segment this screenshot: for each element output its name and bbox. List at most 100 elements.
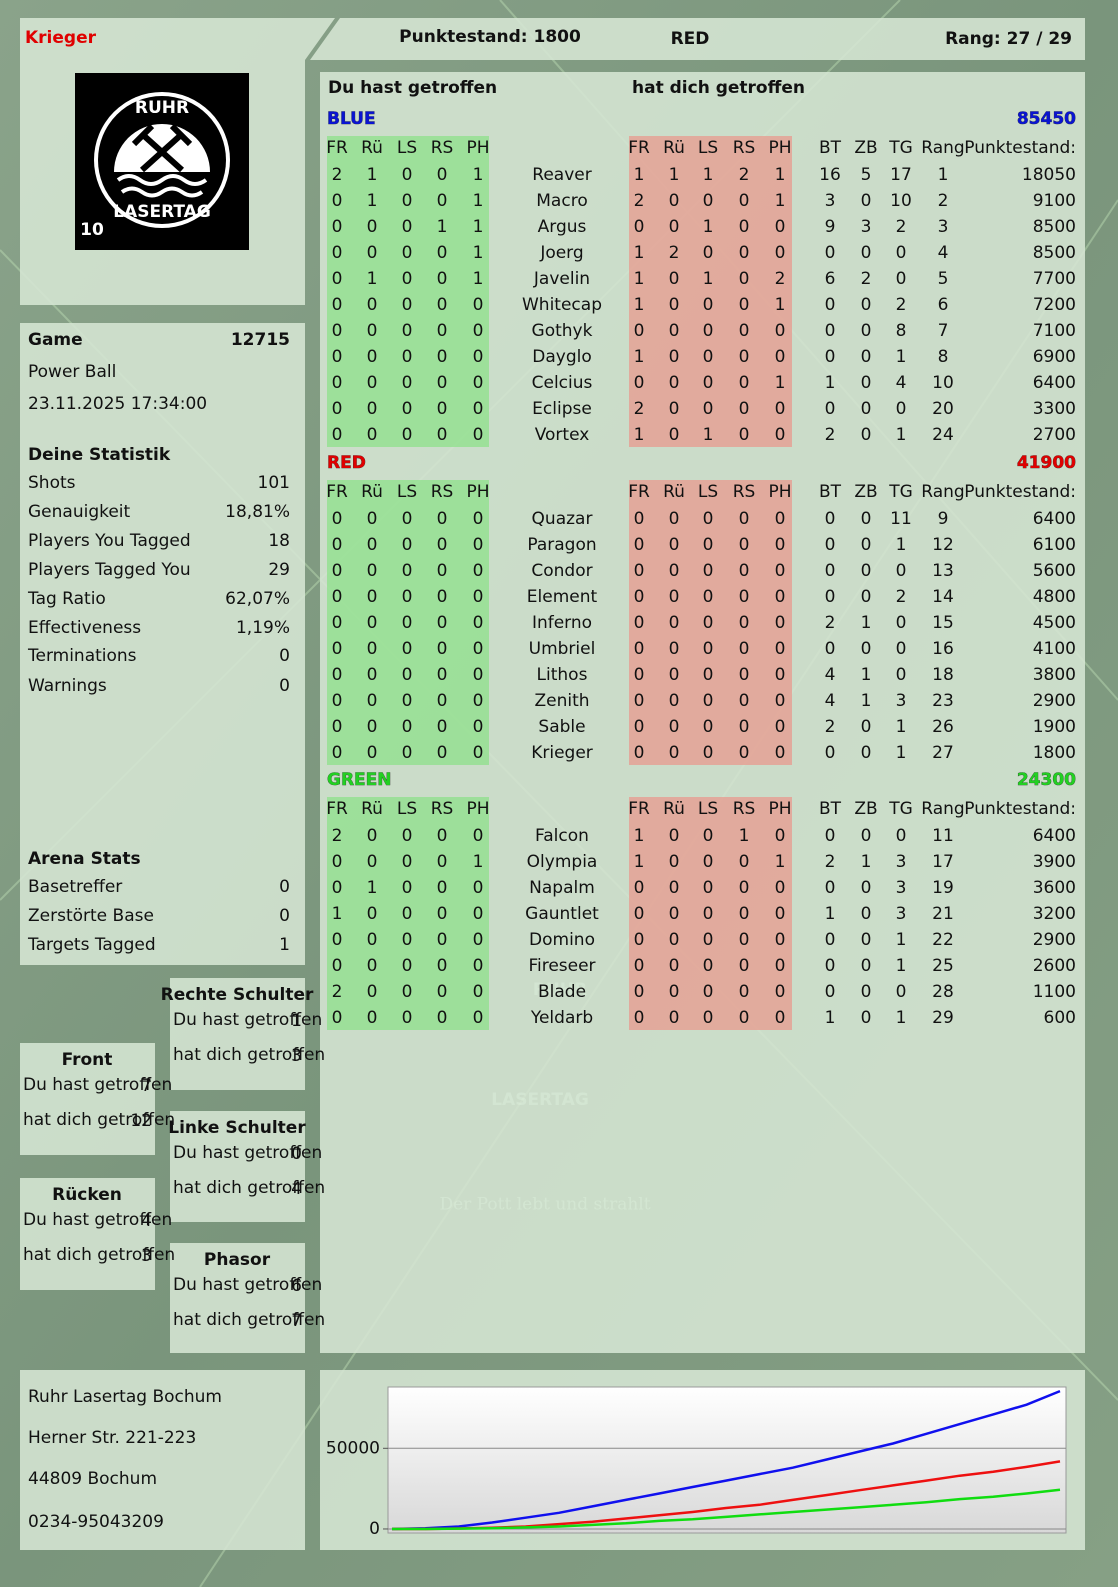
zone-value: 7 xyxy=(141,1076,152,1096)
cell: 0 xyxy=(402,347,413,367)
cell: 0 xyxy=(669,373,680,393)
zone-label: hat dich getroffen xyxy=(23,1110,175,1130)
cell: 0 xyxy=(669,639,680,659)
team-score: 85450 xyxy=(1017,109,1076,129)
cell: 0 xyxy=(402,743,413,763)
cell: 2 xyxy=(825,717,836,737)
cell: 1 xyxy=(775,191,786,211)
cell: 0 xyxy=(332,295,343,315)
player-name: Umbriel xyxy=(529,639,596,659)
cell: 0 xyxy=(739,743,750,763)
cell: 0 xyxy=(775,347,786,367)
column-header: PH xyxy=(466,138,489,158)
cell: 10 xyxy=(932,373,954,393)
cell: 11 xyxy=(932,826,954,846)
cell: 0 xyxy=(775,982,786,1002)
logo xyxy=(75,73,249,250)
cell: 0 xyxy=(437,878,448,898)
cell: 0 xyxy=(739,217,750,237)
stat-value: 101 xyxy=(258,473,290,493)
cell: 0 xyxy=(367,743,378,763)
cell: 1 xyxy=(775,373,786,393)
game-date: 23.11.2025 17:34:00 xyxy=(28,394,207,414)
cell: 0 xyxy=(367,399,378,419)
stat-value: 18,81% xyxy=(225,502,290,522)
cell: 0 xyxy=(634,930,645,950)
cell: 0 xyxy=(896,399,907,419)
cell: 0 xyxy=(437,587,448,607)
cell: 9100 xyxy=(1033,191,1076,211)
player-name: Condor xyxy=(531,561,592,581)
cell: 0 xyxy=(367,295,378,315)
cell: 0 xyxy=(861,321,872,341)
cell: 0 xyxy=(437,1008,448,1028)
cell: 0 xyxy=(634,535,645,555)
cell: 0 xyxy=(703,691,714,711)
cell: 0 xyxy=(669,904,680,924)
cell: 0 xyxy=(775,878,786,898)
cell: 0 xyxy=(775,535,786,555)
address-line: Ruhr Lasertag Bochum xyxy=(28,1387,222,1407)
player-name: Fireseer xyxy=(528,956,595,976)
cell: 0 xyxy=(739,243,750,263)
cell: 0 xyxy=(402,217,413,237)
column-header: Rü xyxy=(663,799,685,819)
cell: 0 xyxy=(332,665,343,685)
zone-value: 7 xyxy=(291,1311,302,1331)
cell: 5 xyxy=(861,165,872,185)
cell: 1 xyxy=(634,347,645,367)
cell: 0 xyxy=(896,665,907,685)
cell: 0 xyxy=(896,982,907,1002)
column-header: ZB xyxy=(854,799,877,819)
cell: 0 xyxy=(473,982,484,1002)
zone-label: Du hast getroffen xyxy=(23,1075,172,1095)
cell: 8 xyxy=(896,321,907,341)
cell: 0 xyxy=(634,587,645,607)
cell: 0 xyxy=(367,509,378,529)
section-title: Deine Statistik xyxy=(28,445,171,465)
player-name: Javelin xyxy=(533,269,590,289)
cell: 0 xyxy=(437,982,448,1002)
zone-label: hat dich getroffen xyxy=(173,1178,325,1198)
cell: 0 xyxy=(775,956,786,976)
cell: 1 xyxy=(703,425,714,445)
cell: 0 xyxy=(332,691,343,711)
zone-label: Du hast getroffen xyxy=(173,1143,322,1163)
cell: 0 xyxy=(775,587,786,607)
cell: 0 xyxy=(775,930,786,950)
cell: 0 xyxy=(437,691,448,711)
cell: 0 xyxy=(402,904,413,924)
cell: 0 xyxy=(669,717,680,737)
cell: 4500 xyxy=(1033,613,1076,633)
cell: 1 xyxy=(634,295,645,315)
cell: 0 xyxy=(402,639,413,659)
column-header: Rang xyxy=(921,138,964,158)
hit-background xyxy=(629,797,792,1030)
cell: 3 xyxy=(896,904,907,924)
player-name: Zenith xyxy=(534,691,589,711)
cell: 0 xyxy=(332,243,343,263)
zone-box xyxy=(20,1043,155,1155)
cell: 0 xyxy=(825,982,836,1002)
cell: 0 xyxy=(669,191,680,211)
cell: 0 xyxy=(861,930,872,950)
zone-value: 6 xyxy=(291,1276,302,1296)
cell: 0 xyxy=(367,347,378,367)
cell: 0 xyxy=(402,956,413,976)
cell: 0 xyxy=(775,509,786,529)
cell: 0 xyxy=(367,717,378,737)
cell: 0 xyxy=(473,878,484,898)
cell: 0 xyxy=(825,587,836,607)
cell: 0 xyxy=(861,639,872,659)
cell: 0 xyxy=(473,399,484,419)
cell: 0 xyxy=(367,587,378,607)
y-tick-label: 0 xyxy=(369,1519,380,1539)
cell: 23 xyxy=(932,691,954,711)
cell: 0 xyxy=(402,982,413,1002)
cell: 0 xyxy=(775,217,786,237)
team-name: BLUE xyxy=(327,109,376,129)
cell: 0 xyxy=(669,878,680,898)
column-header: Rü xyxy=(361,138,383,158)
cell: 1 xyxy=(896,425,907,445)
cell: 0 xyxy=(669,982,680,1002)
